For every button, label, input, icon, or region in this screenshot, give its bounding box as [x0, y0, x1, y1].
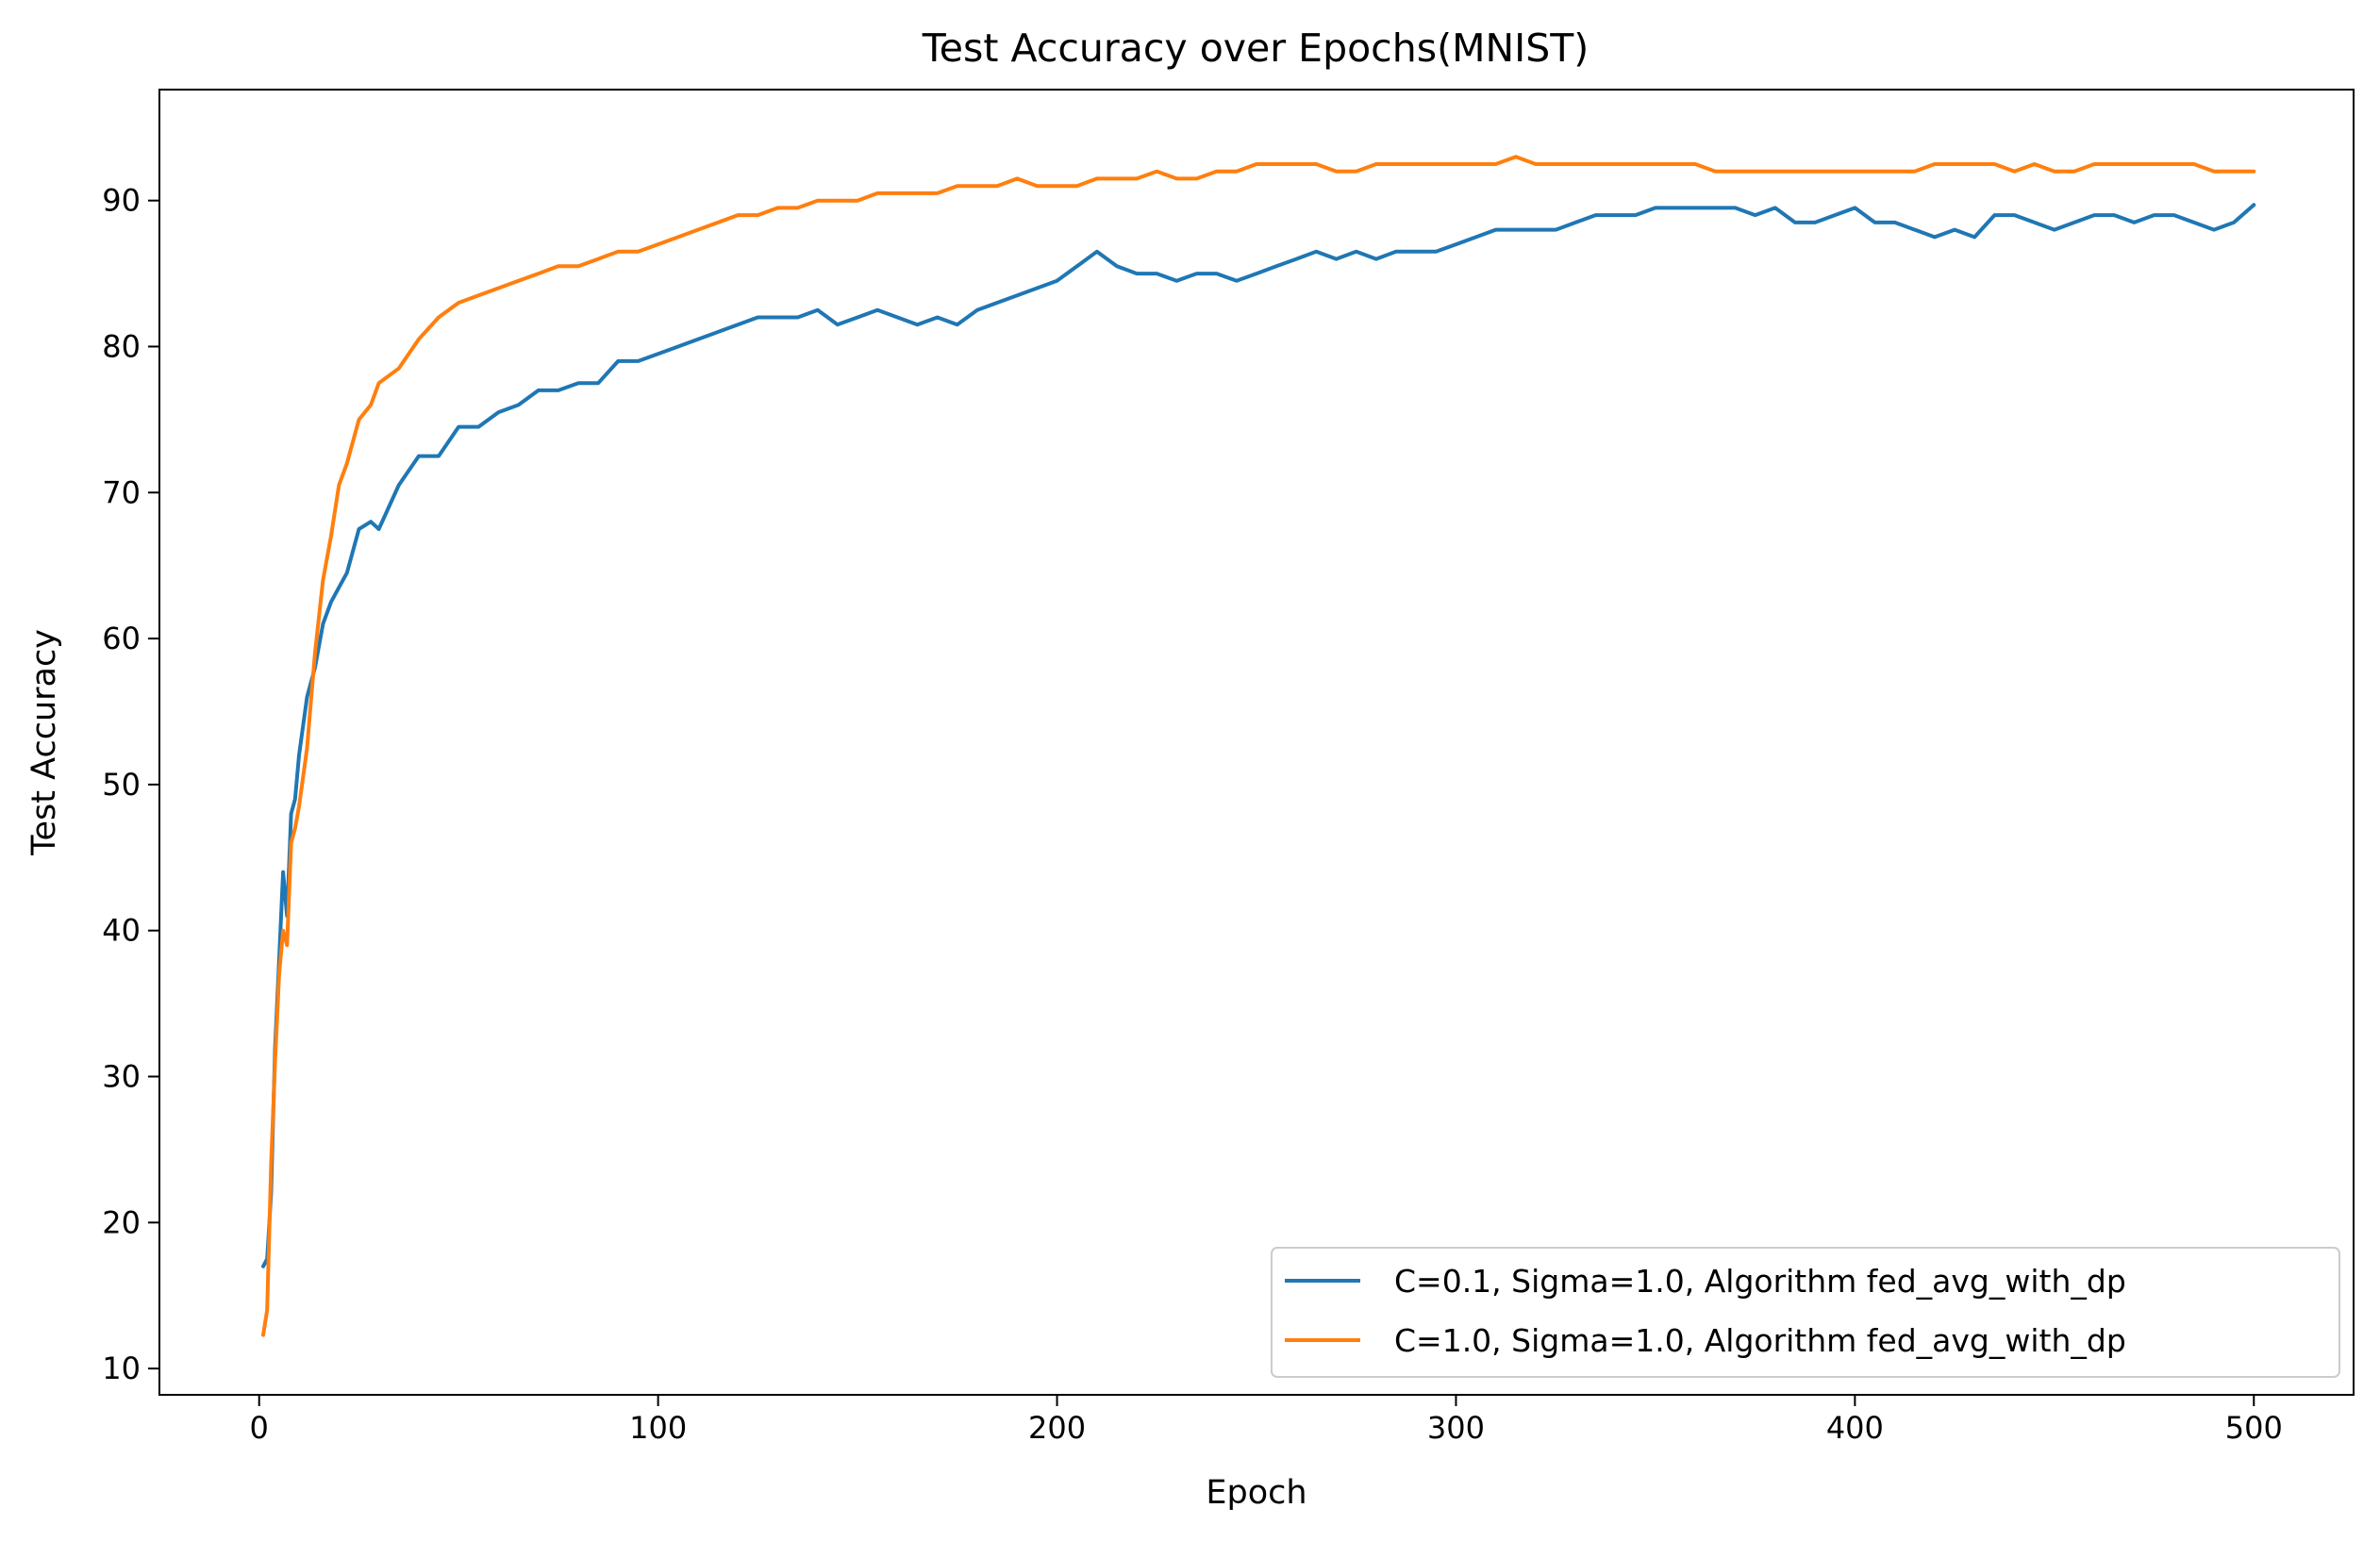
legend: C=0.1, Sigma=1.0, Algorithm fed_avg_with… — [1271, 1247, 2340, 1378]
y-tick-label: 20 — [102, 1204, 141, 1240]
y-tick-label: 10 — [102, 1350, 141, 1386]
y-tick-label: 60 — [102, 621, 141, 656]
x-axis-label: Epoch — [1206, 1474, 1307, 1512]
y-tick-label: 40 — [102, 913, 141, 949]
series-line-1 — [261, 203, 2256, 1268]
x-tick-label: 400 — [1826, 1410, 1884, 1446]
y-tick-label: 70 — [102, 474, 141, 510]
legend-label-2: C=1.0, Sigma=1.0, Algorithm fed_avg_with… — [1394, 1322, 2126, 1359]
x-tick-label: 100 — [629, 1410, 687, 1446]
x-tick-label: 500 — [2225, 1410, 2283, 1446]
x-tick-label: 200 — [1028, 1410, 1086, 1446]
legend-box — [1271, 1247, 2340, 1378]
y-tick-label: 80 — [102, 328, 141, 364]
x-tick-label: 300 — [1427, 1410, 1485, 1446]
y-tick-label: 90 — [102, 183, 141, 219]
y-axis: 10 20 30 40 50 60 70 80 90 — [102, 183, 159, 1386]
series-layer — [261, 155, 2256, 1337]
series-line-2 — [261, 155, 2256, 1337]
y-tick-label: 50 — [102, 767, 141, 803]
chart-title: Test Accuracy over Epochs(MNIST) — [922, 25, 1589, 71]
x-tick-label: 0 — [250, 1410, 269, 1446]
y-axis-label: Test Accuracy — [25, 629, 63, 856]
plot-frame — [158, 89, 2355, 1396]
y-tick-label: 30 — [102, 1059, 141, 1095]
x-axis: 0 100 200 300 400 500 — [250, 1395, 2283, 1446]
legend-label-1: C=0.1, Sigma=1.0, Algorithm fed_avg_with… — [1394, 1263, 2126, 1300]
